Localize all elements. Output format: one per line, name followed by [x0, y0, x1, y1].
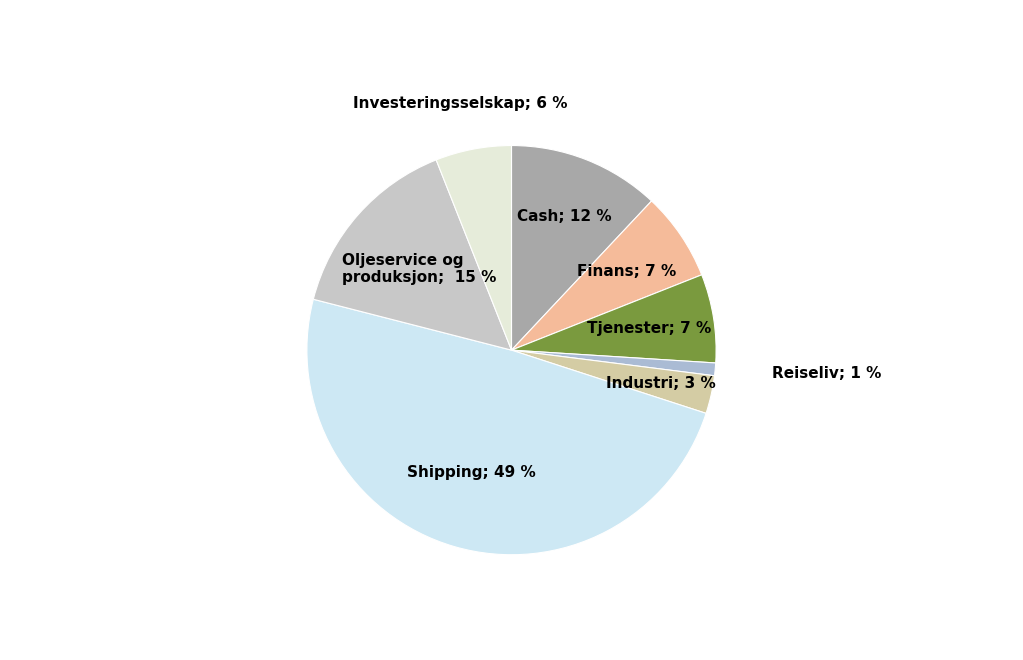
Text: Reiseliv; 1 %: Reiseliv; 1 % [772, 366, 882, 381]
Wedge shape [512, 146, 652, 350]
Text: Tjenester; 7 %: Tjenester; 7 % [587, 321, 711, 336]
Wedge shape [307, 299, 706, 554]
Wedge shape [512, 350, 716, 376]
Text: Investeringsselskap; 6 %: Investeringsselskap; 6 % [353, 96, 567, 111]
Text: Oljeservice og
produksjon;  15 %: Oljeservice og produksjon; 15 % [343, 253, 496, 285]
Wedge shape [512, 201, 702, 350]
Text: Cash; 12 %: Cash; 12 % [517, 209, 612, 224]
Wedge shape [512, 275, 716, 363]
Wedge shape [313, 160, 512, 350]
Text: Industri; 3 %: Industri; 3 % [607, 376, 716, 391]
Text: Finans; 7 %: Finans; 7 % [577, 265, 676, 279]
Text: Shipping; 49 %: Shipping; 49 % [407, 465, 536, 480]
Wedge shape [512, 350, 714, 413]
Wedge shape [436, 146, 512, 350]
